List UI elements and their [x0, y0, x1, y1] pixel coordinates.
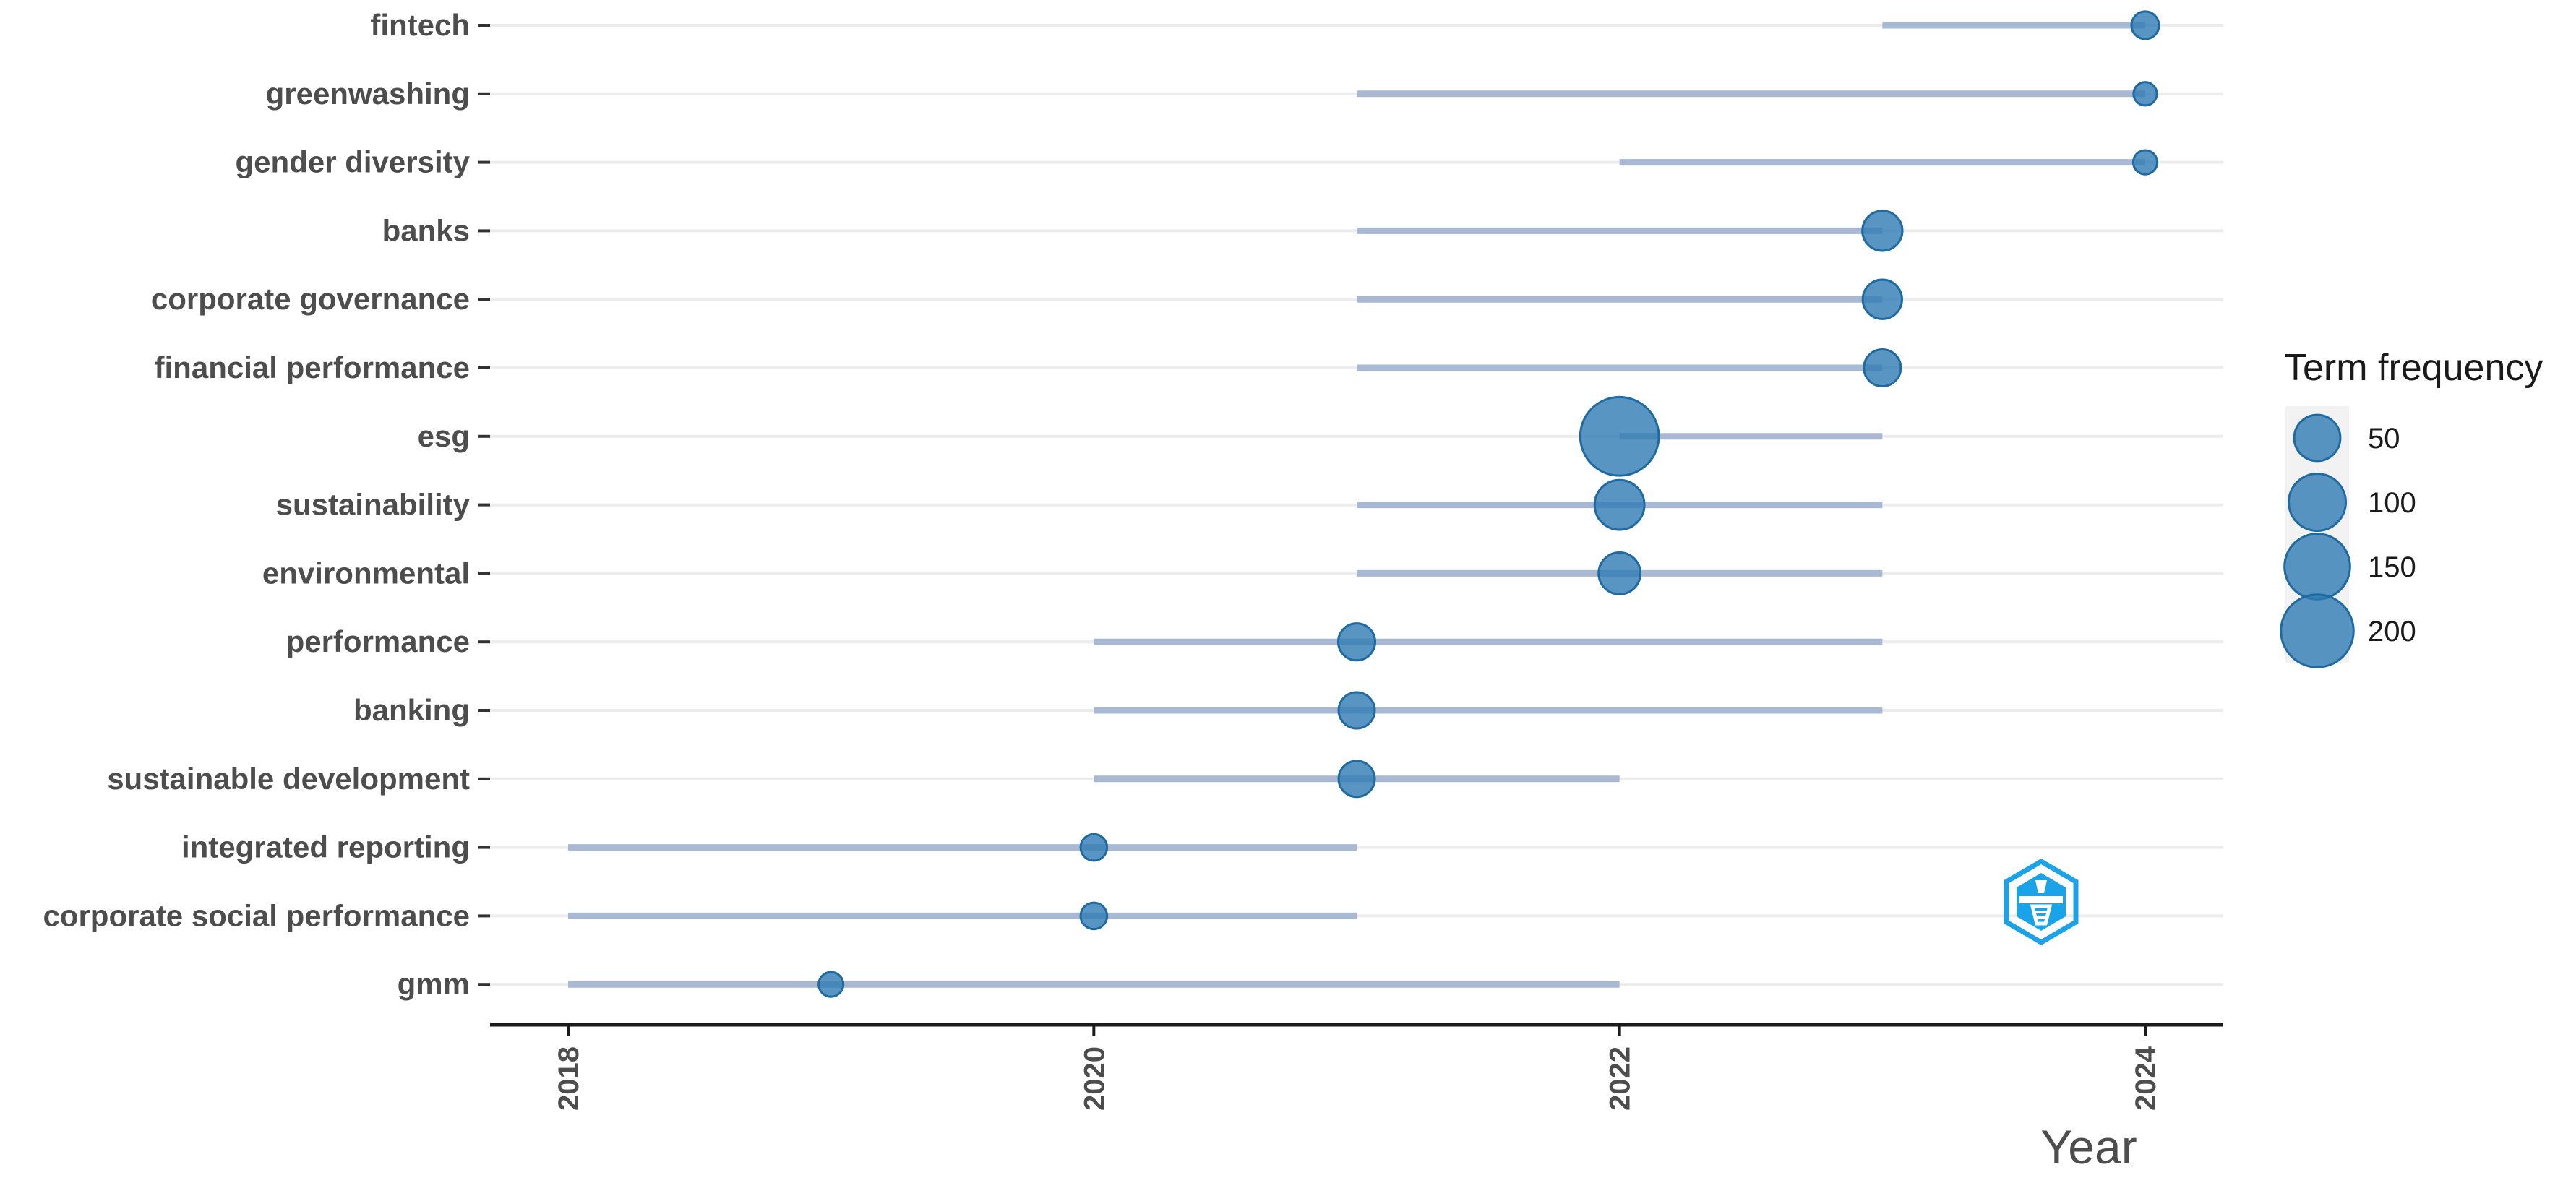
- legend-key-100: [2287, 472, 2348, 533]
- x-tick-label-2022: 2022: [1605, 1046, 1636, 1111]
- x-tick-label-2018: 2018: [553, 1046, 585, 1111]
- term-label-financial-performance: financial performance: [155, 350, 470, 384]
- point-environmental: [1597, 551, 1642, 595]
- point-greenwashing: [2132, 81, 2158, 107]
- legend-key-50: [2293, 413, 2342, 463]
- term-label-greenwashing: greenwashing: [266, 77, 470, 111]
- term-label-fintech: fintech: [370, 8, 470, 42]
- term-label-performance: performance: [286, 624, 470, 658]
- legend-title: Term frequency: [2284, 347, 2543, 389]
- legend-key-200: [2280, 593, 2355, 668]
- x-tick-label-2024: 2024: [2130, 1046, 2162, 1111]
- point-esg: [1579, 395, 1660, 477]
- x-axis-title: Year: [2040, 1120, 2137, 1174]
- point-integrated-reporting: [1079, 833, 1109, 862]
- term-label-gmm: gmm: [398, 967, 470, 1001]
- term-label-banking: banking: [353, 693, 470, 727]
- year-range-lines: [568, 22, 2145, 988]
- term-label-gender-diversity: gender diversity: [236, 145, 471, 179]
- legend-label-150: 150: [2368, 551, 2416, 583]
- point-gender-diversity: [2131, 149, 2159, 176]
- term-label-corporate-social-performance: corporate social performance: [43, 898, 470, 932]
- term-label-environmental: environmental: [262, 556, 470, 590]
- point-banking: [1337, 691, 1376, 730]
- term-label-esg: esg: [418, 419, 470, 453]
- point-sustainability: [1593, 478, 1646, 531]
- term-label-banks: banks: [382, 213, 470, 247]
- x-axis: 2018 2020 2022 2024: [490, 1023, 2223, 1111]
- x-tick-label-2020: 2020: [1078, 1046, 1110, 1111]
- term-label-integrated-reporting: integrated reporting: [181, 830, 470, 864]
- legend-label-50: 50: [2368, 423, 2400, 455]
- term-label-sustainability: sustainability: [276, 488, 471, 522]
- term-label-sustainable-development: sustainable development: [107, 762, 470, 796]
- term-points: [817, 10, 2160, 998]
- point-performance: [1336, 622, 1377, 662]
- point-gmm: [817, 971, 845, 998]
- term-labels: fintech greenwashing gender diversity banks…: [43, 8, 490, 1001]
- legend-key-150: [2283, 533, 2351, 601]
- point-sustainable-development: [1337, 760, 1376, 799]
- point-financial-performance: [1863, 348, 1902, 388]
- point-corporate-social-performance: [1079, 901, 1109, 931]
- logo-icon: [2004, 858, 2079, 946]
- term-label-corporate-governance: corporate governance: [151, 282, 470, 316]
- legend-label-200: 200: [2368, 616, 2416, 648]
- point-fintech: [2130, 10, 2160, 40]
- legend-label-100: 100: [2368, 487, 2416, 519]
- legend: Term frequency 50 100 150 200: [2280, 347, 2543, 668]
- point-banks: [1861, 210, 1904, 252]
- point-corporate-governance: [1861, 278, 1903, 320]
